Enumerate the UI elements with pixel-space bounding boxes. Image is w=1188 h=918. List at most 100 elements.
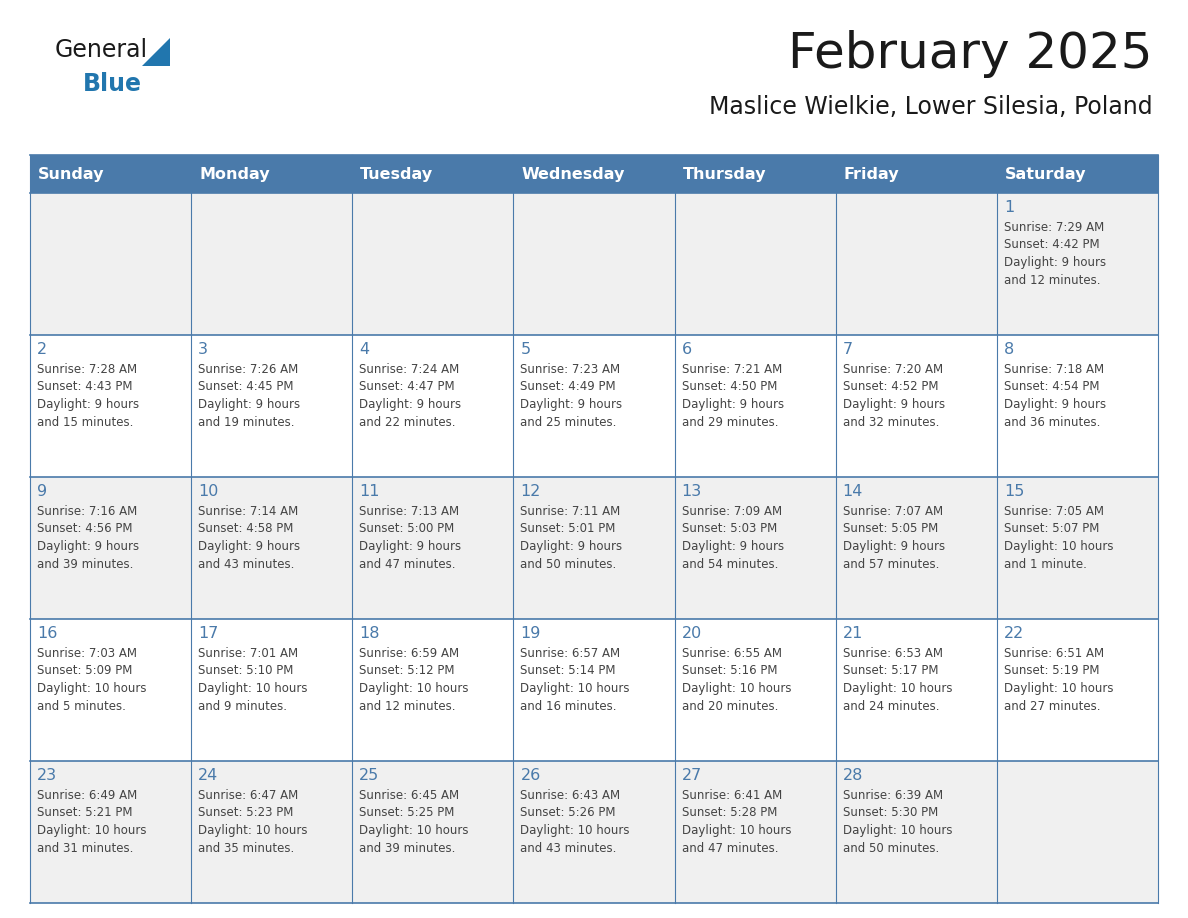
Text: Sunrise: 6:55 AM
Sunset: 5:16 PM
Daylight: 10 hours
and 20 minutes.: Sunrise: 6:55 AM Sunset: 5:16 PM Dayligh… xyxy=(682,647,791,712)
Text: 6: 6 xyxy=(682,342,691,357)
Text: Sunrise: 7:11 AM
Sunset: 5:01 PM
Daylight: 9 hours
and 50 minutes.: Sunrise: 7:11 AM Sunset: 5:01 PM Dayligh… xyxy=(520,505,623,570)
Text: Sunrise: 7:24 AM
Sunset: 4:47 PM
Daylight: 9 hours
and 22 minutes.: Sunrise: 7:24 AM Sunset: 4:47 PM Dayligh… xyxy=(359,363,461,429)
Text: 25: 25 xyxy=(359,768,379,783)
Text: 1: 1 xyxy=(1004,200,1015,215)
Bar xyxy=(513,193,675,335)
Text: 14: 14 xyxy=(842,484,864,499)
Text: Sunrise: 6:47 AM
Sunset: 5:23 PM
Daylight: 10 hours
and 35 minutes.: Sunrise: 6:47 AM Sunset: 5:23 PM Dayligh… xyxy=(198,789,308,855)
Text: Sunrise: 7:20 AM
Sunset: 4:52 PM
Daylight: 9 hours
and 32 minutes.: Sunrise: 7:20 AM Sunset: 4:52 PM Dayligh… xyxy=(842,363,944,429)
Bar xyxy=(353,477,513,619)
Bar xyxy=(675,477,835,619)
Text: 5: 5 xyxy=(520,342,531,357)
Bar xyxy=(675,761,835,903)
Bar xyxy=(835,155,997,193)
Text: 16: 16 xyxy=(37,626,57,641)
Text: Sunday: Sunday xyxy=(38,166,105,182)
Bar xyxy=(191,619,353,761)
Bar xyxy=(30,193,191,335)
Bar xyxy=(353,619,513,761)
Text: General: General xyxy=(55,38,148,62)
Bar xyxy=(513,619,675,761)
Text: Sunrise: 7:14 AM
Sunset: 4:58 PM
Daylight: 9 hours
and 43 minutes.: Sunrise: 7:14 AM Sunset: 4:58 PM Dayligh… xyxy=(198,505,301,570)
Text: Sunrise: 6:41 AM
Sunset: 5:28 PM
Daylight: 10 hours
and 47 minutes.: Sunrise: 6:41 AM Sunset: 5:28 PM Dayligh… xyxy=(682,789,791,855)
Text: 7: 7 xyxy=(842,342,853,357)
Bar xyxy=(191,155,353,193)
Bar xyxy=(997,155,1158,193)
Text: 20: 20 xyxy=(682,626,702,641)
Text: February 2025: February 2025 xyxy=(789,30,1154,78)
Bar xyxy=(191,193,353,335)
Text: 10: 10 xyxy=(198,484,219,499)
Bar xyxy=(997,335,1158,477)
Polygon shape xyxy=(143,38,170,66)
Bar xyxy=(30,477,191,619)
Bar xyxy=(353,335,513,477)
Text: Sunrise: 7:01 AM
Sunset: 5:10 PM
Daylight: 10 hours
and 9 minutes.: Sunrise: 7:01 AM Sunset: 5:10 PM Dayligh… xyxy=(198,647,308,712)
Text: Sunrise: 6:59 AM
Sunset: 5:12 PM
Daylight: 10 hours
and 12 minutes.: Sunrise: 6:59 AM Sunset: 5:12 PM Dayligh… xyxy=(359,647,469,712)
Text: Sunrise: 6:51 AM
Sunset: 5:19 PM
Daylight: 10 hours
and 27 minutes.: Sunrise: 6:51 AM Sunset: 5:19 PM Dayligh… xyxy=(1004,647,1113,712)
Text: Tuesday: Tuesday xyxy=(360,166,434,182)
Text: Sunrise: 7:07 AM
Sunset: 5:05 PM
Daylight: 9 hours
and 57 minutes.: Sunrise: 7:07 AM Sunset: 5:05 PM Dayligh… xyxy=(842,505,944,570)
Text: Sunrise: 7:03 AM
Sunset: 5:09 PM
Daylight: 10 hours
and 5 minutes.: Sunrise: 7:03 AM Sunset: 5:09 PM Dayligh… xyxy=(37,647,146,712)
Text: 11: 11 xyxy=(359,484,380,499)
Text: 17: 17 xyxy=(198,626,219,641)
Bar xyxy=(513,155,675,193)
Bar xyxy=(30,619,191,761)
Text: Friday: Friday xyxy=(843,166,899,182)
Text: Saturday: Saturday xyxy=(1005,166,1086,182)
Text: Wednesday: Wednesday xyxy=(522,166,625,182)
Bar xyxy=(513,335,675,477)
Text: Sunrise: 6:57 AM
Sunset: 5:14 PM
Daylight: 10 hours
and 16 minutes.: Sunrise: 6:57 AM Sunset: 5:14 PM Dayligh… xyxy=(520,647,630,712)
Text: 4: 4 xyxy=(359,342,369,357)
Bar xyxy=(675,619,835,761)
Text: 8: 8 xyxy=(1004,342,1015,357)
Text: 18: 18 xyxy=(359,626,380,641)
Text: 24: 24 xyxy=(198,768,219,783)
Bar xyxy=(835,619,997,761)
Bar xyxy=(191,335,353,477)
Text: Thursday: Thursday xyxy=(683,166,766,182)
Bar xyxy=(30,155,191,193)
Text: 23: 23 xyxy=(37,768,57,783)
Bar xyxy=(675,193,835,335)
Text: Blue: Blue xyxy=(83,72,143,96)
Bar xyxy=(675,335,835,477)
Text: 27: 27 xyxy=(682,768,702,783)
Bar xyxy=(835,335,997,477)
Bar xyxy=(353,761,513,903)
Bar xyxy=(191,761,353,903)
Text: 19: 19 xyxy=(520,626,541,641)
Text: Sunrise: 7:18 AM
Sunset: 4:54 PM
Daylight: 9 hours
and 36 minutes.: Sunrise: 7:18 AM Sunset: 4:54 PM Dayligh… xyxy=(1004,363,1106,429)
Bar xyxy=(997,761,1158,903)
Text: Sunrise: 7:21 AM
Sunset: 4:50 PM
Daylight: 9 hours
and 29 minutes.: Sunrise: 7:21 AM Sunset: 4:50 PM Dayligh… xyxy=(682,363,784,429)
Bar xyxy=(997,477,1158,619)
Bar xyxy=(835,193,997,335)
Text: Sunrise: 7:16 AM
Sunset: 4:56 PM
Daylight: 9 hours
and 39 minutes.: Sunrise: 7:16 AM Sunset: 4:56 PM Dayligh… xyxy=(37,505,139,570)
Text: Sunrise: 7:29 AM
Sunset: 4:42 PM
Daylight: 9 hours
and 12 minutes.: Sunrise: 7:29 AM Sunset: 4:42 PM Dayligh… xyxy=(1004,221,1106,286)
Text: Sunrise: 6:49 AM
Sunset: 5:21 PM
Daylight: 10 hours
and 31 minutes.: Sunrise: 6:49 AM Sunset: 5:21 PM Dayligh… xyxy=(37,789,146,855)
Bar xyxy=(997,193,1158,335)
Text: Maslice Wielkie, Lower Silesia, Poland: Maslice Wielkie, Lower Silesia, Poland xyxy=(709,95,1154,119)
Bar xyxy=(191,477,353,619)
Text: Sunrise: 6:39 AM
Sunset: 5:30 PM
Daylight: 10 hours
and 50 minutes.: Sunrise: 6:39 AM Sunset: 5:30 PM Dayligh… xyxy=(842,789,953,855)
Text: Sunrise: 7:13 AM
Sunset: 5:00 PM
Daylight: 9 hours
and 47 minutes.: Sunrise: 7:13 AM Sunset: 5:00 PM Dayligh… xyxy=(359,505,461,570)
Text: 21: 21 xyxy=(842,626,864,641)
Bar xyxy=(835,477,997,619)
Text: 28: 28 xyxy=(842,768,864,783)
Text: 13: 13 xyxy=(682,484,702,499)
Bar xyxy=(513,477,675,619)
Text: Sunrise: 6:45 AM
Sunset: 5:25 PM
Daylight: 10 hours
and 39 minutes.: Sunrise: 6:45 AM Sunset: 5:25 PM Dayligh… xyxy=(359,789,469,855)
Text: Sunrise: 6:53 AM
Sunset: 5:17 PM
Daylight: 10 hours
and 24 minutes.: Sunrise: 6:53 AM Sunset: 5:17 PM Dayligh… xyxy=(842,647,953,712)
Bar xyxy=(997,619,1158,761)
Bar xyxy=(30,761,191,903)
Text: 22: 22 xyxy=(1004,626,1024,641)
Bar xyxy=(835,761,997,903)
Text: 26: 26 xyxy=(520,768,541,783)
Text: 3: 3 xyxy=(198,342,208,357)
Text: Monday: Monday xyxy=(200,166,270,182)
Text: Sunrise: 7:09 AM
Sunset: 5:03 PM
Daylight: 9 hours
and 54 minutes.: Sunrise: 7:09 AM Sunset: 5:03 PM Dayligh… xyxy=(682,505,784,570)
Text: 9: 9 xyxy=(37,484,48,499)
Bar xyxy=(675,155,835,193)
Text: Sunrise: 6:43 AM
Sunset: 5:26 PM
Daylight: 10 hours
and 43 minutes.: Sunrise: 6:43 AM Sunset: 5:26 PM Dayligh… xyxy=(520,789,630,855)
Text: Sunrise: 7:26 AM
Sunset: 4:45 PM
Daylight: 9 hours
and 19 minutes.: Sunrise: 7:26 AM Sunset: 4:45 PM Dayligh… xyxy=(198,363,301,429)
